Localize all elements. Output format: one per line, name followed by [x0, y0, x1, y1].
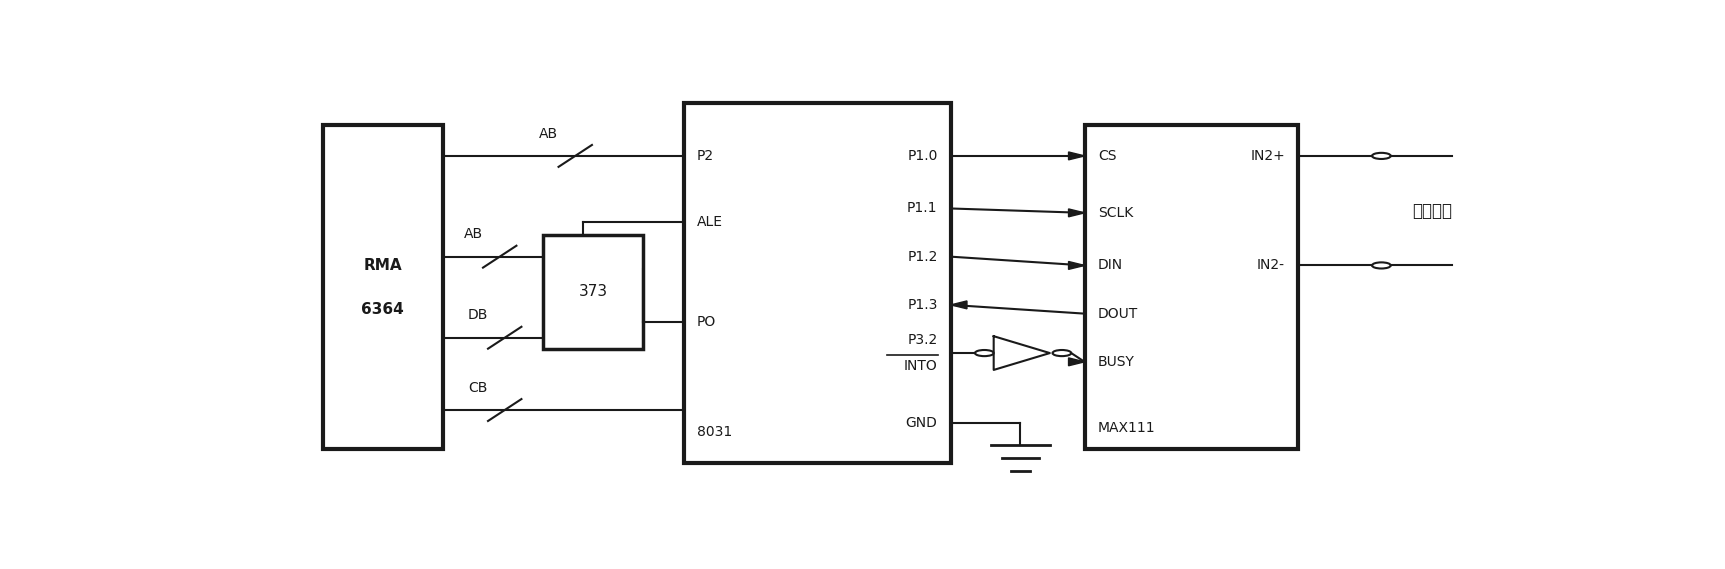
Circle shape: [975, 350, 994, 356]
Text: MAX111: MAX111: [1099, 420, 1156, 435]
Circle shape: [1052, 350, 1071, 356]
Text: BUSY: BUSY: [1099, 355, 1135, 369]
Text: GND: GND: [906, 416, 938, 430]
Polygon shape: [1068, 152, 1085, 160]
Polygon shape: [1068, 209, 1085, 217]
Text: 被测信号: 被测信号: [1413, 201, 1452, 220]
Bar: [683, 104, 950, 463]
Text: CB: CB: [467, 381, 488, 395]
Text: DB: DB: [467, 308, 488, 323]
Text: ALE: ALE: [697, 215, 723, 229]
Text: P2: P2: [697, 149, 714, 163]
Bar: [543, 235, 643, 349]
Text: P1.3: P1.3: [907, 298, 938, 312]
Polygon shape: [994, 336, 1051, 370]
Text: CS: CS: [1099, 149, 1116, 163]
Bar: [323, 125, 443, 450]
Text: DOUT: DOUT: [1099, 307, 1138, 321]
Bar: [1085, 125, 1299, 450]
Text: DIN: DIN: [1099, 258, 1123, 273]
Text: 6364: 6364: [361, 302, 404, 317]
Text: RMA: RMA: [364, 258, 402, 273]
Text: AB: AB: [538, 126, 559, 141]
Text: P1.0: P1.0: [907, 149, 938, 163]
Text: SCLK: SCLK: [1099, 206, 1133, 220]
Circle shape: [1371, 153, 1390, 159]
Text: 8031: 8031: [697, 425, 731, 439]
Text: P1.2: P1.2: [907, 250, 938, 263]
Text: IN2-: IN2-: [1258, 258, 1285, 273]
Text: P3.2: P3.2: [907, 333, 938, 347]
Polygon shape: [950, 301, 968, 309]
Text: AB: AB: [464, 228, 483, 241]
Text: P1.1: P1.1: [907, 201, 938, 216]
Text: PO: PO: [697, 315, 716, 329]
Text: 373: 373: [578, 284, 607, 299]
Text: IN2+: IN2+: [1251, 149, 1285, 163]
Polygon shape: [1068, 358, 1085, 366]
Text: INTO: INTO: [904, 359, 938, 373]
Circle shape: [1371, 262, 1390, 269]
Polygon shape: [1068, 262, 1085, 269]
